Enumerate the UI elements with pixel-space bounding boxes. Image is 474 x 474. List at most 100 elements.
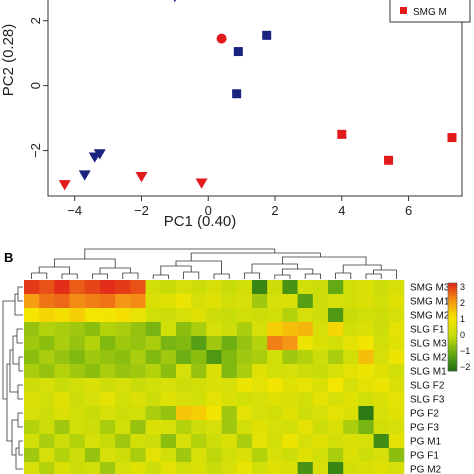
heatmap-cell bbox=[191, 378, 207, 393]
heatmap-cell bbox=[130, 294, 146, 309]
column-dendrogram-branch bbox=[160, 265, 192, 275]
heatmap-cell bbox=[176, 336, 192, 351]
heatmap-cell bbox=[84, 308, 101, 323]
heatmap-cell bbox=[373, 392, 390, 407]
heatmap-cell bbox=[343, 462, 359, 474]
heatmap-cell bbox=[160, 294, 177, 309]
heatmap-cell bbox=[115, 322, 131, 337]
heatmap-cell bbox=[206, 280, 222, 295]
color-key-segment bbox=[448, 313, 457, 317]
data-point-square bbox=[262, 30, 272, 40]
heatmap-cell bbox=[343, 420, 359, 435]
heatmap-cell bbox=[39, 378, 55, 393]
column-dendrogram-branch bbox=[213, 273, 230, 279]
heatmap-row-label: PG M2 bbox=[410, 465, 442, 474]
heatmap-cell bbox=[373, 350, 390, 365]
heatmap-cell bbox=[54, 406, 70, 421]
row-dendrogram-branch bbox=[17, 286, 23, 302]
heatmap-cell bbox=[388, 462, 405, 474]
heatmap-cell bbox=[69, 420, 86, 435]
column-dendrogram-branch bbox=[122, 272, 139, 279]
heatmap-row-label: SMG M3 bbox=[410, 283, 450, 294]
heatmap-cell bbox=[236, 448, 253, 463]
heatmap-cell bbox=[24, 406, 40, 421]
color-key-segment bbox=[448, 340, 457, 343]
heatmap-cell bbox=[297, 448, 314, 463]
heatmap-cell bbox=[282, 420, 298, 435]
color-key-segment bbox=[448, 307, 457, 310]
heatmap-cell bbox=[252, 406, 268, 421]
heatmap-cell bbox=[373, 308, 390, 323]
heatmap-row-label: SLG F1 bbox=[410, 325, 445, 336]
heatmap-cell bbox=[312, 280, 329, 295]
x-tick-label: −2 bbox=[134, 203, 149, 218]
heatmap-cell bbox=[54, 448, 70, 463]
heatmap-cell bbox=[358, 322, 374, 337]
heatmap-cell bbox=[176, 294, 192, 309]
heatmap-cell bbox=[236, 378, 253, 393]
heatmap-cell bbox=[343, 322, 359, 337]
color-key-tick-label: 3 bbox=[460, 282, 465, 292]
heatmap-cell bbox=[24, 420, 40, 435]
heatmap-cell bbox=[191, 448, 207, 463]
heatmap-cell bbox=[176, 462, 192, 474]
heatmap-cell bbox=[39, 308, 55, 323]
heatmap-cell bbox=[24, 448, 40, 463]
heatmap-cell bbox=[115, 308, 131, 323]
heatmap-cell bbox=[145, 462, 162, 474]
data-point-triangle bbox=[135, 172, 148, 183]
heatmap-cell bbox=[69, 392, 86, 407]
heatmap-cell bbox=[39, 280, 55, 295]
column-dendrogram-branch bbox=[365, 273, 382, 279]
heatmap-cell bbox=[388, 448, 405, 463]
heatmap-cell bbox=[312, 378, 329, 393]
heatmap-cell bbox=[39, 336, 55, 351]
heatmap-cell bbox=[388, 336, 405, 351]
data-point-triangle bbox=[173, 0, 177, 3]
heatmap-cell bbox=[84, 294, 101, 309]
heatmap-cell bbox=[145, 322, 162, 337]
heatmap-cell bbox=[297, 322, 314, 337]
legend-smg-m-marker bbox=[400, 7, 407, 14]
row-dendrogram-branch bbox=[2, 300, 15, 400]
heatmap-row-label: SLG F3 bbox=[410, 395, 445, 406]
heatmap-cell bbox=[84, 364, 101, 379]
heatmap-cell bbox=[373, 420, 390, 435]
heatmap-cell bbox=[115, 392, 131, 407]
color-key-segment bbox=[448, 283, 457, 286]
column-dendrogram-branch bbox=[31, 272, 48, 279]
x-tick-label: 0 bbox=[205, 203, 212, 218]
heatmap-cell bbox=[100, 448, 116, 463]
heatmap-cell bbox=[297, 406, 314, 421]
heatmap-cell bbox=[297, 434, 314, 449]
heatmap-cell bbox=[115, 280, 131, 295]
heatmap-cell bbox=[328, 448, 344, 463]
heatmap-cell bbox=[54, 294, 70, 309]
heatmap-cell bbox=[191, 322, 207, 337]
color-key-segment bbox=[448, 342, 457, 345]
heatmap-cell bbox=[221, 294, 238, 309]
heatmap-cell bbox=[358, 420, 374, 435]
heatmap-cell bbox=[206, 350, 222, 365]
y-tick-label: 2 bbox=[28, 17, 43, 24]
heatmap-cell bbox=[236, 336, 253, 351]
heatmap-cell bbox=[297, 308, 314, 323]
heatmap-cell bbox=[358, 336, 374, 351]
heatmap-cell bbox=[343, 448, 359, 463]
heatmap-cell bbox=[130, 378, 146, 393]
heatmap-cell bbox=[373, 448, 390, 463]
heatmap-cell bbox=[54, 280, 70, 295]
heatmap-cell bbox=[358, 308, 374, 323]
color-key-segment bbox=[448, 360, 457, 363]
color-key-segment bbox=[448, 355, 457, 359]
heatmap-cell bbox=[312, 392, 329, 407]
heatmap-cell bbox=[312, 364, 329, 379]
heatmap-cell bbox=[115, 420, 131, 435]
heatmap-cell bbox=[297, 336, 314, 351]
heatmap-cell bbox=[39, 294, 55, 309]
heatmap-cell bbox=[206, 434, 222, 449]
data-point-triangle bbox=[58, 180, 71, 191]
column-dendrogram-branch bbox=[335, 272, 352, 279]
heatmap-cell bbox=[176, 420, 192, 435]
data-point-triangle bbox=[93, 149, 106, 160]
